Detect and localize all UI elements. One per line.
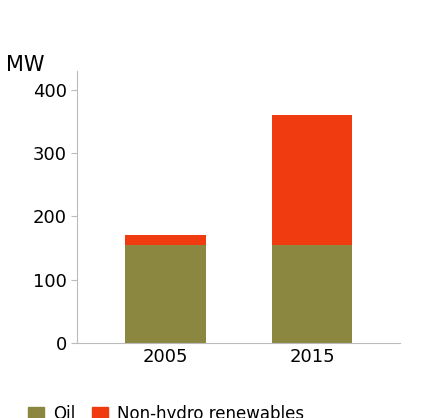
Bar bbox=[125, 245, 206, 343]
Legend: Oil, Non-hydro renewables: Oil, Non-hydro renewables bbox=[28, 405, 304, 418]
Bar bbox=[272, 115, 352, 245]
Bar bbox=[125, 235, 206, 245]
Bar bbox=[272, 245, 352, 343]
Text: MW: MW bbox=[6, 55, 45, 75]
